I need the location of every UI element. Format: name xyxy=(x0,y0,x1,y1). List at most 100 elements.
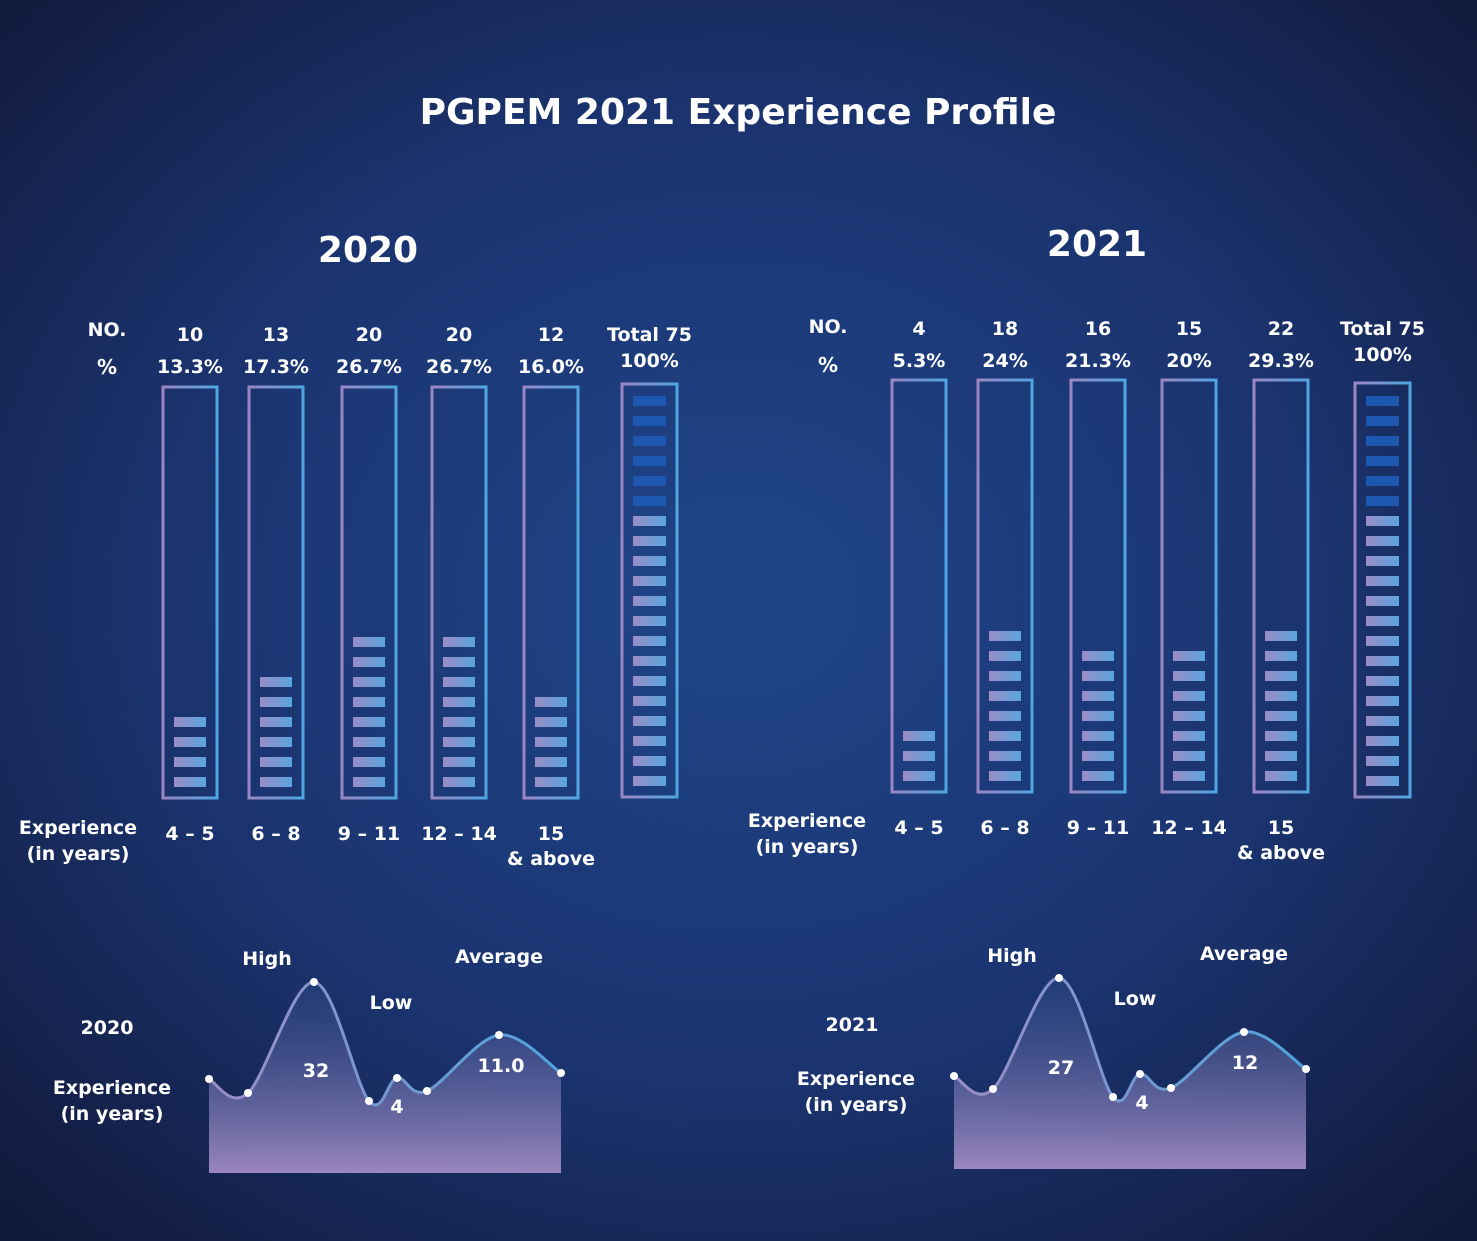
bar-segment xyxy=(260,697,292,707)
bar-segment xyxy=(353,657,385,667)
total-bar-segment xyxy=(633,776,666,786)
total-bar-segment xyxy=(633,456,666,466)
experience-range-label: 15 xyxy=(1268,817,1294,839)
year-heading: 2021 xyxy=(1047,224,1147,265)
curve-point xyxy=(1167,1084,1175,1092)
bar-segment xyxy=(443,697,475,707)
total-bar-segment xyxy=(1366,536,1399,546)
total-count-label: Total 75 xyxy=(1340,318,1425,340)
experience-range-label: 6 – 8 xyxy=(251,823,300,845)
bar-segment xyxy=(353,757,385,767)
experience-range-label: 15 xyxy=(538,823,564,845)
bar-outline xyxy=(1160,378,1218,794)
bar-percent-label: 13.3% xyxy=(157,356,223,378)
experience-axis-label: Experience xyxy=(19,817,137,839)
total-bar-segment xyxy=(1366,396,1399,406)
bar-segment xyxy=(443,677,475,687)
experience-range-label: & above xyxy=(1237,842,1325,864)
bar-segment xyxy=(443,777,475,787)
total-bar-segment xyxy=(1366,516,1399,526)
bar-segment xyxy=(535,777,567,787)
bar-segment xyxy=(353,777,385,787)
curve-point xyxy=(205,1075,213,1083)
bar-segment xyxy=(535,697,567,707)
curve-point xyxy=(495,1031,503,1039)
bar-segment xyxy=(443,717,475,727)
bar-segment xyxy=(353,697,385,707)
bar-segment xyxy=(1265,771,1297,781)
bar-group: 20 26.7% 9 – 11 xyxy=(336,324,402,845)
panel-2021: 2021 NO.% 4 5.3% 4 – 5 18 24% 6 – 8 16 21.3% 9 – 1… xyxy=(748,224,1425,1169)
experience-range-label: 6 – 8 xyxy=(980,817,1029,839)
curve-point xyxy=(1240,1028,1248,1036)
bar-segment xyxy=(989,751,1021,761)
total-bar-segment xyxy=(1366,776,1399,786)
low-value: 4 xyxy=(390,1096,403,1118)
total-bar-segment xyxy=(1366,616,1399,626)
bar-segment xyxy=(989,651,1021,661)
bar-segment xyxy=(260,777,292,787)
bar-segment xyxy=(443,657,475,667)
bar-segment xyxy=(1265,751,1297,761)
curve-point xyxy=(989,1085,997,1093)
total-bar-segment xyxy=(633,596,666,606)
total-bar-segment xyxy=(1366,436,1399,446)
bar-count-label: 15 xyxy=(1176,318,1202,340)
curve-point xyxy=(365,1097,373,1105)
bar-group: 12 16.0% 15 & above xyxy=(507,324,595,870)
total-bar-segment xyxy=(633,496,666,506)
bar-segment xyxy=(1082,691,1114,701)
bar-segment xyxy=(174,757,206,767)
bar-segment xyxy=(1265,711,1297,721)
bar-segment xyxy=(1173,771,1205,781)
low-label: Low xyxy=(370,992,413,1014)
total-bar-outline xyxy=(1353,381,1412,799)
bar-group: 13 17.3% 6 – 8 xyxy=(243,324,309,845)
bar-group: 20 26.7% 12 – 14 xyxy=(421,324,497,845)
bar-outline xyxy=(161,385,219,800)
bar-segment xyxy=(260,717,292,727)
total-bar-segment xyxy=(1366,696,1399,706)
bar-segment xyxy=(1082,671,1114,681)
total-bar-segment xyxy=(1366,656,1399,666)
total-bar-segment xyxy=(633,436,666,446)
high-label: High xyxy=(987,945,1037,967)
bar-group: 4 5.3% 4 – 5 xyxy=(890,318,948,839)
bar-segment xyxy=(903,771,935,781)
curve-point xyxy=(244,1089,252,1097)
bar-segment xyxy=(1082,751,1114,761)
total-percent-label: 100% xyxy=(620,350,679,372)
bar-segment xyxy=(989,631,1021,641)
bar-segment xyxy=(174,737,206,747)
bar-segment xyxy=(353,637,385,647)
bar-segment xyxy=(989,671,1021,681)
curve-point xyxy=(1109,1093,1117,1101)
summary-year-label: 2021 xyxy=(826,1014,879,1036)
total-bar-segment xyxy=(633,416,666,426)
bar-percent-label: 26.7% xyxy=(336,356,402,378)
curve-point xyxy=(1136,1070,1144,1078)
bar-segment xyxy=(353,677,385,687)
high-value: 27 xyxy=(1048,1057,1074,1079)
bar-percent-label: 21.3% xyxy=(1065,350,1131,372)
bar-segment xyxy=(443,737,475,747)
curve-point xyxy=(393,1074,401,1082)
bar-segment xyxy=(1082,651,1114,661)
bar-segment xyxy=(903,731,935,741)
bar-group: 10 13.3% 4 – 5 xyxy=(157,324,223,845)
total-bar-segment xyxy=(1366,456,1399,466)
bar-segment xyxy=(260,737,292,747)
bar-outline xyxy=(430,385,488,800)
bar-count-label: 22 xyxy=(1268,318,1294,340)
total-bar-segment xyxy=(1366,676,1399,686)
low-label: Low xyxy=(1114,988,1157,1010)
bar-percent-label: 24% xyxy=(982,350,1027,372)
experience-range-label: 4 – 5 xyxy=(894,817,943,839)
total-bar-segment xyxy=(1366,716,1399,726)
bar-count-label: 18 xyxy=(992,318,1018,340)
count-row-label: NO. xyxy=(809,316,848,338)
summary-experience-label: Experience xyxy=(797,1068,915,1090)
bar-segment xyxy=(1173,671,1205,681)
